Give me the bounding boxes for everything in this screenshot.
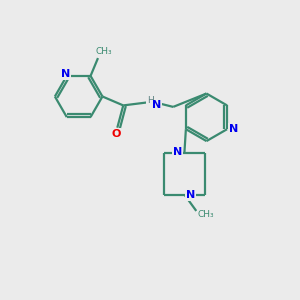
Text: O: O: [111, 129, 121, 139]
Text: N: N: [186, 190, 196, 200]
Text: N: N: [152, 100, 161, 110]
Text: N: N: [61, 69, 70, 80]
Text: N: N: [173, 147, 182, 158]
Text: H: H: [147, 96, 154, 105]
Text: CH₃: CH₃: [95, 47, 112, 56]
Text: N: N: [229, 124, 238, 134]
Text: CH₃: CH₃: [197, 210, 214, 219]
